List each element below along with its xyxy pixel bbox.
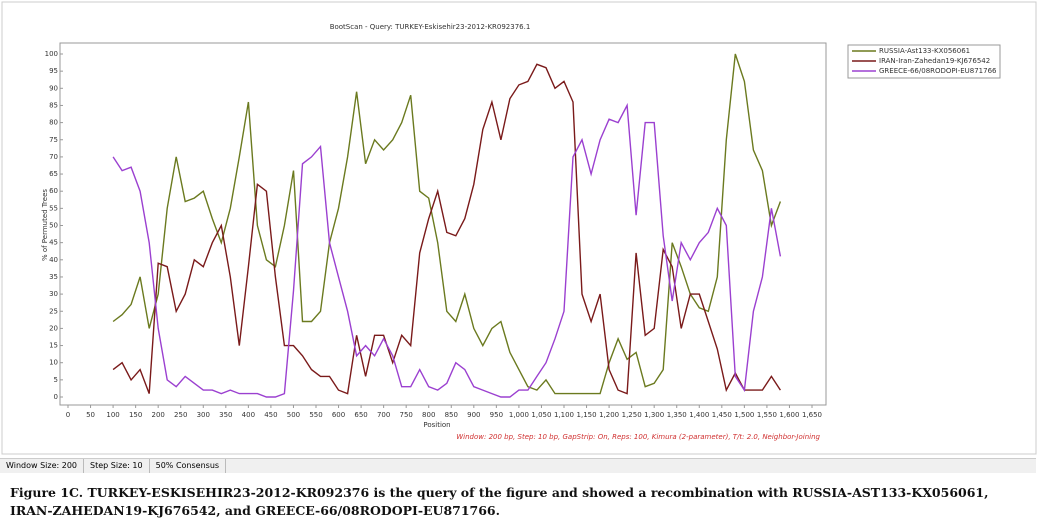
x-tick-label: 750 <box>399 411 412 419</box>
y-axis-label: % of Permuted Trees <box>41 189 49 261</box>
status-bar: Window Size: 200 Step Size: 10 50% Conse… <box>0 458 1036 473</box>
y-tick-label: 75 <box>49 136 58 144</box>
x-tick-label: 100 <box>106 411 119 419</box>
y-tick-label: 20 <box>49 324 58 332</box>
x-tick-label: 1,150 <box>577 411 597 419</box>
x-tick-label: 400 <box>242 411 255 419</box>
x-tick-label: 1,250 <box>622 411 642 419</box>
x-axis-label: Position <box>423 421 450 429</box>
x-tick-label: 900 <box>467 411 480 419</box>
x-tick-label: 0 <box>66 411 70 419</box>
x-tick-label: 700 <box>377 411 390 419</box>
x-tick-label: 1,500 <box>734 411 754 419</box>
x-tick-label: 1,100 <box>554 411 574 419</box>
x-tick-label: 50 <box>86 411 95 419</box>
y-tick-label: 65 <box>49 170 58 178</box>
legend-label: IRAN-Iran-Zahedan19-KJ676542 <box>879 57 990 65</box>
annotation: Window: 200 bp, Step: 10 bp, GapStrip: O… <box>456 433 820 441</box>
x-tick-label: 600 <box>332 411 345 419</box>
y-tick-label: 55 <box>49 204 58 212</box>
y-tick-label: 95 <box>49 67 58 75</box>
y-tick-label: 100 <box>45 50 58 58</box>
x-tick-label: 800 <box>422 411 435 419</box>
x-tick-label: 1,400 <box>689 411 709 419</box>
x-tick-label: 1,450 <box>712 411 732 419</box>
y-tick-label: 40 <box>49 256 58 264</box>
legend-label: RUSSIA-Ast133-KX056061 <box>879 47 970 55</box>
series-line <box>112 63 781 395</box>
x-tick-label: 1,200 <box>599 411 619 419</box>
x-tick-label: 1,300 <box>644 411 664 419</box>
series-line <box>112 102 782 398</box>
y-tick-label: 0 <box>54 393 58 401</box>
x-tick-label: 1,050 <box>531 411 551 419</box>
chart: BootScan - Query: TURKEY-Eskisehir23-201… <box>1 1 1037 455</box>
x-tick-label: 500 <box>287 411 300 419</box>
legend-label: GREECE-66/08RODOPI-EU871766 <box>879 67 997 75</box>
y-tick-label: 25 <box>49 307 58 315</box>
x-tick-label: 1,350 <box>667 411 687 419</box>
x-tick-label: 200 <box>151 411 164 419</box>
plot-frame <box>59 42 827 406</box>
x-tick-label: 250 <box>174 411 187 419</box>
caption: Figure 1C. TURKEY-ESKISEHIR23-2012-KR092… <box>10 485 989 518</box>
x-tick-label: 1,650 <box>802 411 822 419</box>
y-tick-label: 35 <box>49 273 58 281</box>
status-item: Step Size: 10 <box>84 459 150 473</box>
chart-title: BootScan - Query: TURKEY-Eskisehir23-201… <box>330 23 531 31</box>
y-tick-label: 60 <box>49 187 58 195</box>
y-tick-label: 85 <box>49 101 58 109</box>
y-tick-label: 10 <box>49 359 58 367</box>
x-tick-label: 650 <box>354 411 367 419</box>
status-item: Window Size: 200 <box>0 459 85 473</box>
y-tick-label: 70 <box>49 153 58 161</box>
y-tick-label: 15 <box>49 342 58 350</box>
y-tick-label: 50 <box>49 222 58 230</box>
x-tick-label: 550 <box>309 411 322 419</box>
x-tick-label: 150 <box>129 411 142 419</box>
y-tick-label: 5 <box>54 376 58 384</box>
x-tick-label: 1,000 <box>509 411 529 419</box>
series-line <box>112 53 782 395</box>
x-tick-label: 350 <box>219 411 232 419</box>
y-tick-label: 45 <box>49 239 58 247</box>
x-tick-label: 850 <box>445 411 458 419</box>
y-tick-label: 80 <box>49 119 58 127</box>
status-item: 50% Consensus <box>150 459 227 473</box>
x-tick-label: 950 <box>490 411 503 419</box>
x-tick-label: 300 <box>197 411 210 419</box>
x-tick-label: 1,600 <box>779 411 799 419</box>
x-tick-label: 450 <box>264 411 277 419</box>
y-tick-label: 30 <box>49 290 58 298</box>
y-tick-label: 90 <box>49 84 58 92</box>
x-tick-label: 1,550 <box>757 411 777 419</box>
